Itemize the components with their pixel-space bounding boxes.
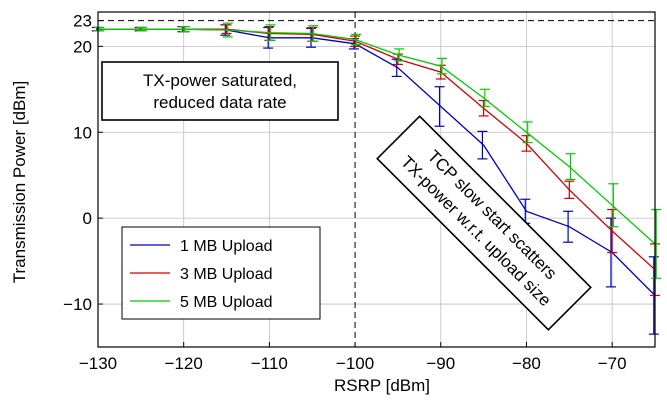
x-tick-label: −100: [336, 354, 374, 373]
legend-label-5mb: 5 MB Upload: [180, 294, 273, 311]
error-bar-5mb: [608, 183, 619, 228]
error-bar-5mb: [222, 22, 233, 38]
error-bar-5mb: [265, 24, 276, 41]
annotation-saturated-line-2: reduced data rate: [153, 93, 286, 112]
error-bar-5mb: [522, 121, 533, 144]
x-tick-label: −110: [251, 354, 288, 373]
plot-frame: [97, 11, 656, 348]
error-bar-5mb: [394, 48, 405, 62]
x-tick-label: −130: [79, 354, 117, 373]
error-bar-3mb: [221, 24, 232, 35]
error-bar-1mb: [434, 86, 445, 127]
error-bar-1mb: [263, 26, 274, 49]
error-bar-5mb: [565, 153, 576, 181]
annotation-slow-start-box: [376, 115, 592, 331]
annotation-saturated-box: [101, 61, 339, 121]
y-tick-label: 0: [83, 209, 92, 228]
error-bar-3mb: [564, 180, 575, 199]
y-tick-label: 23: [73, 12, 92, 31]
x-tick-label: −120: [165, 354, 203, 373]
error-bar-3mb: [521, 135, 532, 152]
error-bar-5mb: [137, 26, 148, 32]
x-axis-label: RSRP [dBm]: [334, 376, 430, 395]
error-bar-5mb: [436, 57, 447, 75]
error-bar-5mb: [308, 25, 319, 42]
error-bar-3mb: [607, 208, 618, 254]
annotation-saturated: TX-power saturated, reduced data rate: [101, 61, 339, 121]
series-5mb: [94, 22, 662, 279]
error-bar-1mb: [391, 58, 402, 78]
y-tick-label: −10: [63, 295, 92, 314]
error-bar-1mb: [477, 130, 488, 160]
reference-lines: [98, 12, 655, 347]
x-tick-label: −70: [598, 354, 627, 373]
x-tick-label: −90: [426, 354, 455, 373]
error-bar-3mb: [478, 99, 489, 117]
y-tick-label: 20: [73, 37, 92, 56]
error-bar-5mb: [94, 26, 105, 32]
legend: 1 MB Upload 3 MB Upload 5 MB Upload: [121, 226, 321, 320]
y-axis-label: Transmission Power [dBm]: [10, 81, 29, 283]
x-tick-label: −80: [512, 354, 541, 373]
series-line-5mb: [98, 28, 656, 245]
error-bar-5mb: [179, 26, 190, 33]
error-bar-5mb: [351, 33, 362, 46]
error-bar-5mb: [651, 208, 662, 279]
error-bar-1mb: [563, 210, 574, 243]
legend-label-3mb: 3 MB Upload: [180, 266, 273, 283]
legend-label-1mb: 1 MB Upload: [180, 238, 273, 255]
error-bar-3mb: [435, 64, 446, 80]
error-bar-5mb: [479, 88, 490, 108]
error-bar-1mb: [306, 27, 317, 48]
y-tick-label: 10: [73, 123, 92, 142]
annotation-saturated-line-1: TX-power saturated,: [143, 71, 297, 90]
